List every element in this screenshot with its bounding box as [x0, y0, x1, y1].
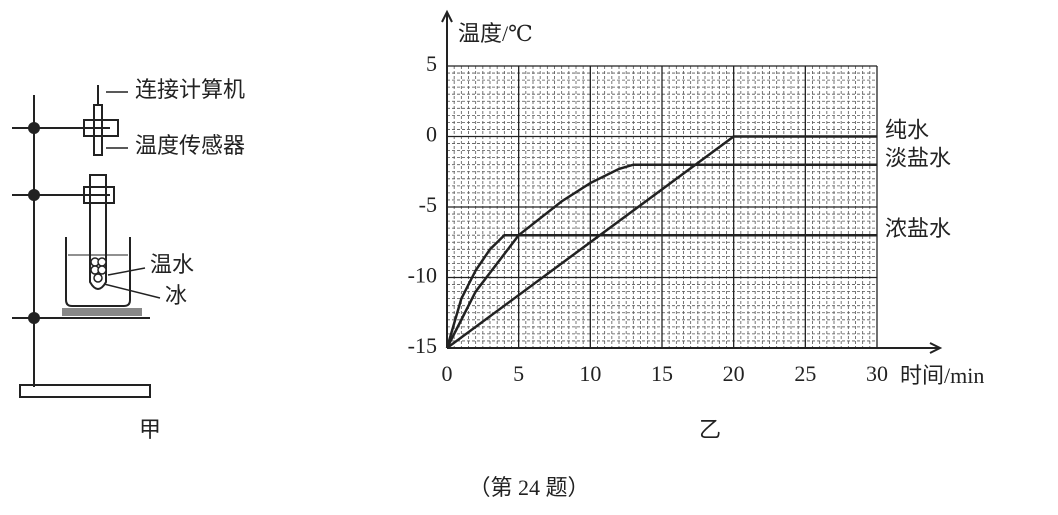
gauze	[62, 308, 142, 316]
clamp-head	[83, 186, 115, 204]
label-sensor: 温度传感器	[135, 133, 245, 158]
label-warm-water: 温水	[150, 252, 194, 277]
x-tick-label: 5	[513, 361, 524, 386]
stand-base	[19, 384, 151, 398]
chart-caption: 乙	[699, 417, 721, 442]
leader	[107, 267, 146, 276]
x-tick-label: 15	[651, 361, 673, 386]
x-axis	[447, 342, 943, 354]
series-line	[445, 163, 877, 349]
x-tick-label: 10	[579, 361, 601, 386]
x-tick-label: 30	[866, 361, 888, 386]
apparatus-caption: 甲	[139, 417, 161, 442]
ice	[90, 257, 107, 283]
test-tube	[89, 174, 107, 290]
series-line	[446, 135, 877, 350]
apparatus: 连接计算机 温度传感器 温水 冰 甲	[12, 77, 245, 442]
y-axis	[441, 9, 453, 348]
y-tick-label: -15	[408, 333, 437, 358]
footer: （第 24 题）	[468, 475, 589, 500]
x-tick-label: 20	[723, 361, 745, 386]
label-computer: 连接计算机	[135, 77, 245, 102]
clamp-knob	[28, 312, 40, 324]
series-label: 纯水	[885, 118, 929, 143]
label-ice: 冰	[165, 283, 187, 308]
y-tick-label: -10	[408, 263, 437, 288]
sensor	[93, 104, 103, 156]
leader	[103, 283, 161, 299]
series-line	[445, 233, 877, 349]
clamp-knob	[28, 189, 40, 201]
series-label: 浓盐水	[885, 216, 951, 241]
y-tick-label: 5	[426, 51, 437, 76]
x-tick-label: 25	[794, 361, 816, 386]
y-axis-label: 温度/℃	[458, 21, 533, 46]
clamp-knob	[28, 122, 40, 134]
beaker	[65, 237, 131, 307]
series-label: 淡盐水	[885, 146, 951, 171]
x-tick-label: 0	[442, 361, 453, 386]
y-tick-label: 0	[426, 122, 437, 147]
x-axis-label: 时间/min	[900, 363, 984, 388]
y-tick-label: -5	[419, 192, 437, 217]
